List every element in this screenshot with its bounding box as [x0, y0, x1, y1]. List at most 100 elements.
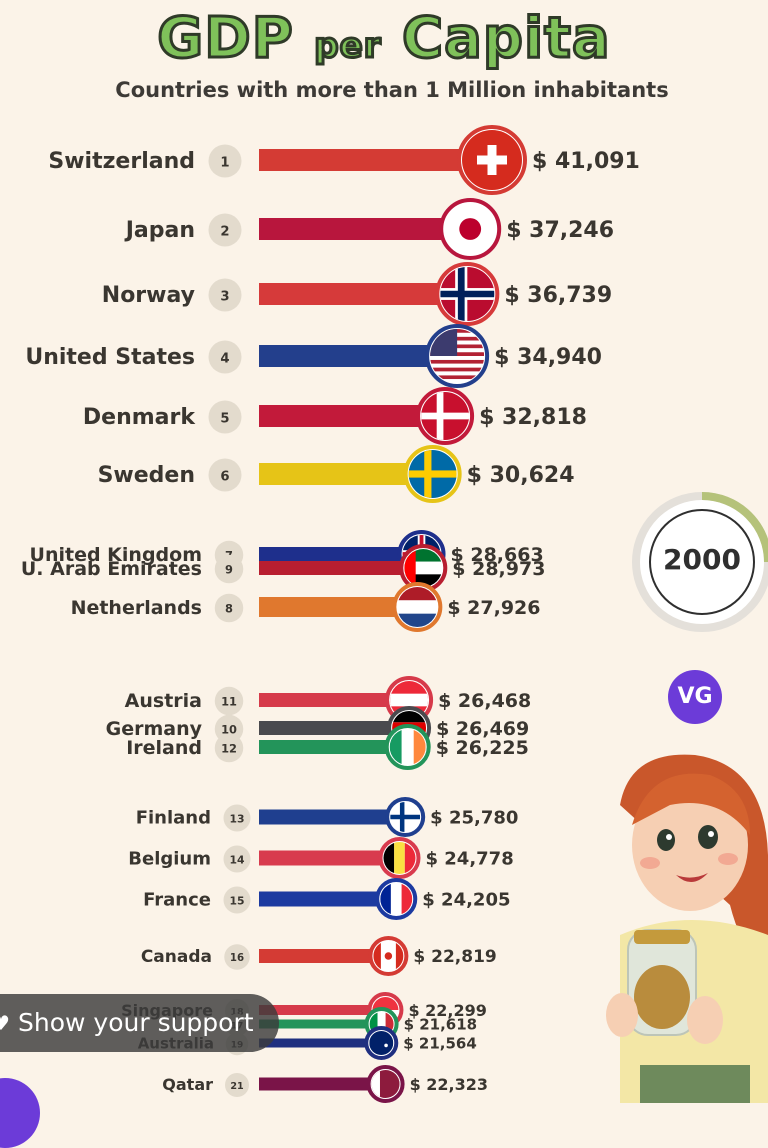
bar-row-qatar: 21 Qatar $ 22,323 [162, 1065, 488, 1103]
bar [259, 891, 397, 907]
rank-badge [208, 458, 242, 492]
rank-badge [214, 733, 244, 763]
girl-with-coin-jar-illustration [606, 754, 768, 1103]
rank-label: 16 [230, 953, 244, 964]
country-name: Ireland [126, 737, 202, 759]
year-progress-ring [632, 492, 768, 632]
value-label: $ 41,091 [532, 149, 640, 174]
value-label: $ 26,225 [436, 737, 529, 759]
bar [259, 693, 410, 707]
rank-label: 5 [220, 412, 229, 427]
rank-badge [214, 686, 244, 716]
rank-label: 12 [221, 742, 237, 756]
value-label: $ 24,778 [425, 848, 513, 869]
bar-row-netherlands: 8 Netherlands $ 27,926 [71, 582, 541, 632]
bar [259, 1038, 382, 1048]
canada-flag-icon [368, 936, 409, 976]
rank-badge [214, 554, 244, 584]
country-name: Switzerland [48, 149, 195, 174]
value-label: $ 22,323 [410, 1075, 488, 1094]
rank-badge [224, 944, 250, 970]
bar [259, 149, 492, 171]
value-label: $ 26,468 [438, 690, 531, 712]
france-flag-icon [375, 878, 418, 920]
bar-row-denmark: 5 Denmark $ 32,818 [83, 387, 587, 445]
value-label: $ 22,299 [408, 1001, 486, 1020]
rank-label: 11 [221, 695, 237, 709]
rank-badge [208, 213, 242, 247]
rank-badge [223, 886, 251, 914]
value-label: $ 25,780 [430, 807, 518, 828]
rank-label: 1 [220, 156, 229, 171]
bar [259, 1019, 382, 1029]
value-label: $ 30,624 [467, 463, 575, 488]
bar [259, 1005, 386, 1015]
bar [259, 809, 406, 825]
country-name: Austria [125, 690, 202, 712]
value-label: $ 36,739 [504, 283, 612, 308]
rank-badge [208, 400, 242, 434]
value-label: $ 26,469 [436, 718, 529, 740]
title-capita: Capita [400, 5, 611, 73]
country-name: Germany [106, 718, 203, 740]
rank-label: 10 [221, 723, 237, 737]
chart-title: GDP per Capita [0, 5, 768, 73]
netherlands-flag-icon [392, 582, 443, 632]
year-label: 2000 [663, 543, 741, 576]
country-name: France [143, 889, 211, 910]
bar [259, 1077, 386, 1091]
bar [259, 345, 458, 367]
bar-row-canada: 16 Canada $ 22,819 [141, 936, 497, 976]
bar-row-japan: 2 Japan $ 37,246 [124, 198, 614, 260]
bar [259, 218, 471, 240]
country-name: Canada [141, 947, 212, 967]
rank-label: 3 [220, 290, 229, 305]
bar-row-france: 15 France $ 24,205 [143, 878, 511, 920]
bar-row-switzerland: 1 Switzerland $ 41,091 [48, 125, 640, 195]
bar [259, 463, 433, 485]
title-per: per [313, 25, 382, 68]
rank-badge [208, 340, 242, 374]
value-label: $ 32,818 [479, 405, 587, 430]
bar [259, 740, 408, 754]
rank-label: 15 [229, 894, 244, 907]
australia-flag-icon [364, 1026, 399, 1060]
bar [259, 597, 418, 617]
bar [259, 547, 422, 561]
bar [259, 850, 400, 866]
usa-flag-icon [425, 324, 490, 388]
country-name: Belgium [128, 848, 211, 869]
rank-badge [223, 845, 251, 873]
value-label: $ 21,618 [404, 1015, 478, 1033]
country-name: Netherlands [71, 597, 202, 619]
rank-label: 13 [229, 812, 244, 825]
country-name: Japan [124, 218, 195, 243]
country-name: Denmark [83, 405, 196, 430]
bar [259, 721, 410, 735]
rank-badge [223, 804, 251, 832]
rank-label: 2 [220, 225, 229, 240]
rank-label: 9 [225, 563, 233, 577]
value-label: $ 28,973 [452, 558, 545, 580]
country-name: Qatar [162, 1075, 213, 1094]
finland-flag-icon [385, 797, 426, 837]
qatar-flag-icon [366, 1065, 405, 1103]
value-label: $ 37,246 [506, 218, 614, 243]
rank-label: 6 [220, 470, 229, 485]
rank-label: 8 [225, 602, 233, 616]
bar-row-ireland: 12 Ireland $ 26,225 [126, 724, 529, 770]
bar-row-belgium: 14 Belgium $ 24,778 [128, 837, 514, 879]
rank-badge [225, 1073, 249, 1097]
rank-label: 4 [220, 352, 229, 367]
value-label: $ 34,940 [494, 345, 602, 370]
rank-label: 21 [230, 1081, 244, 1092]
country-name: United States [25, 345, 195, 370]
support-label: Show your support [18, 1008, 254, 1037]
bar [259, 405, 446, 427]
norway-flag-icon [435, 262, 500, 326]
bar-row-austria: 11 Austria $ 26,468 [125, 676, 531, 724]
bar [259, 283, 468, 305]
country-name: Finland [136, 807, 211, 828]
belgium-flag-icon [378, 837, 421, 879]
support-button[interactable]: ♥ Show your support [0, 994, 279, 1052]
